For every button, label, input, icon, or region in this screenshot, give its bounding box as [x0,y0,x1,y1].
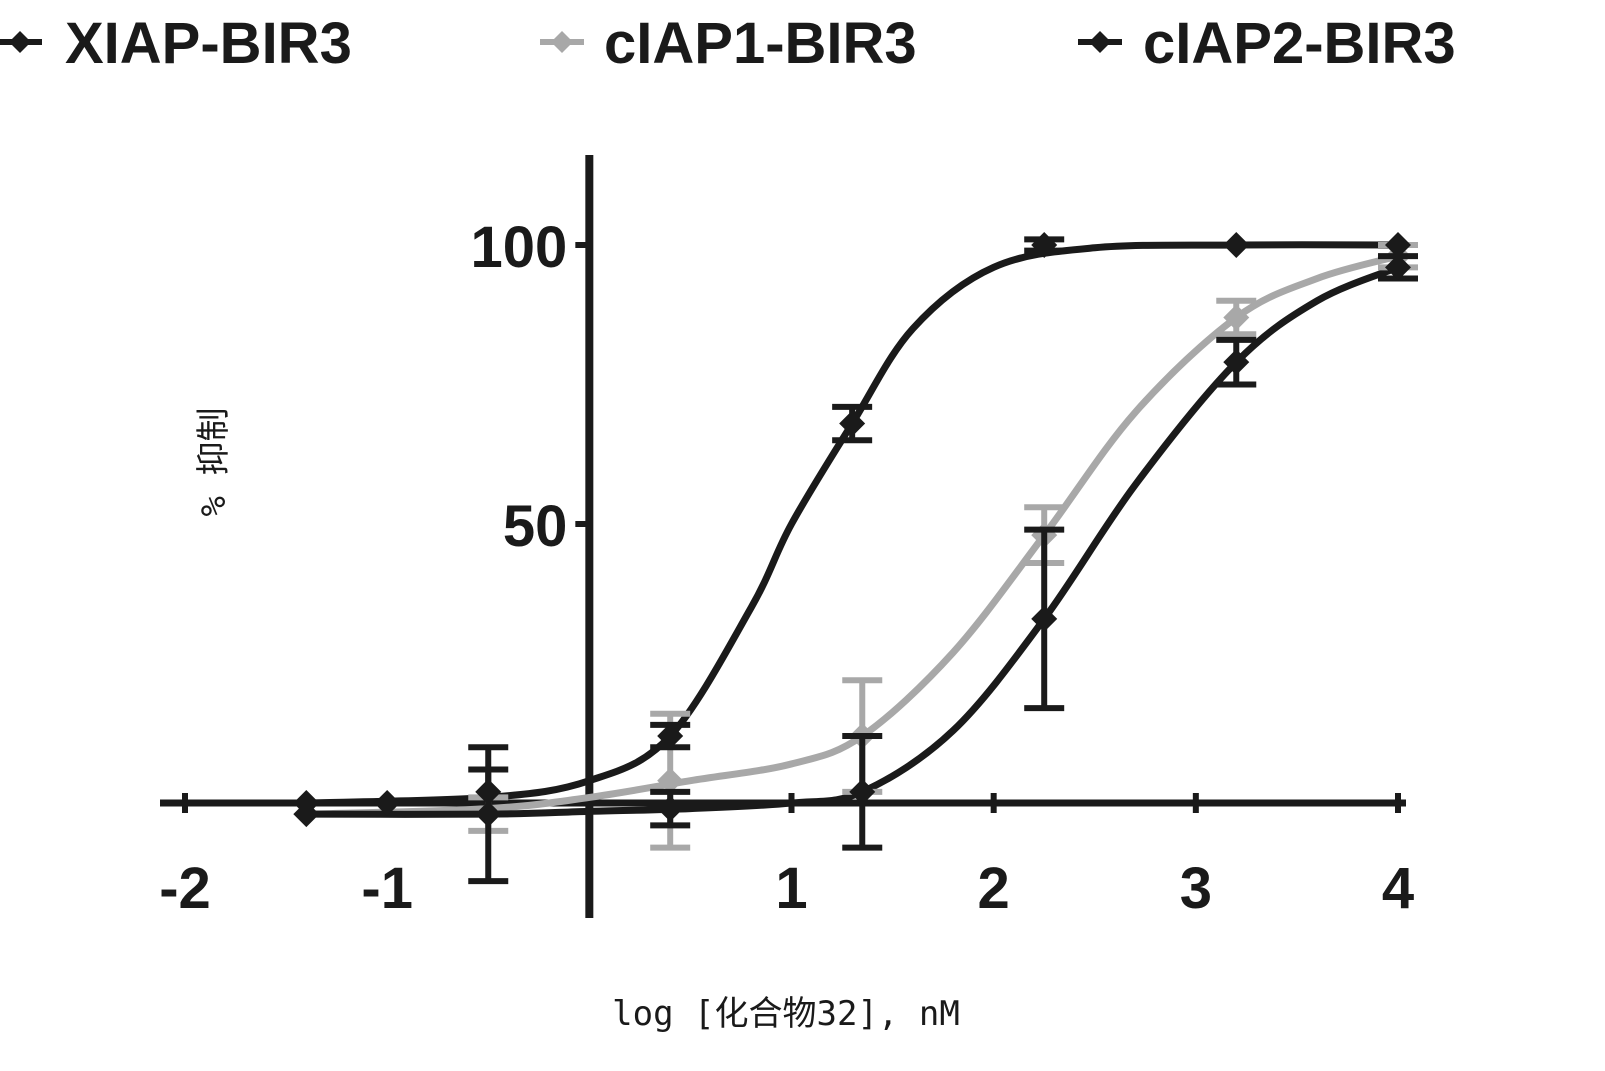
data-point-ciap2-bir3 [1223,349,1250,376]
legend: XIAP-BIR3 cIAP1-BIR3 cIAP2-BIR3 [0,11,1456,76]
data-point-ciap2-bir3 [657,795,684,822]
series-points [293,232,1418,885]
data-point-xiap-bir3 [839,410,866,437]
data-point-xiap-bir3 [657,723,684,750]
y-axis-title: % 抑制 [194,408,234,517]
x-tick-label: -2 [159,856,211,921]
y-tick-label: 100 [471,215,568,280]
data-point-xiap-bir3 [1385,232,1411,258]
x-tick-label: -1 [361,856,413,921]
x-tick-label: 4 [1382,856,1414,921]
x-tick-label: 1 [775,856,807,921]
legend-label: cIAP1-BIR3 [604,11,917,76]
data-point-xiap-bir3 [374,790,401,816]
data-point-ciap2-bir3 [1385,254,1411,281]
data-point-ciap2-bir3 [849,778,876,805]
data-point-ciap2-bir3 [1031,605,1058,632]
legend-label: XIAP-BIR3 [65,11,352,76]
series-line-xiap-bir3 [302,241,1402,807]
y-tick-label: 50 [503,494,568,559]
legend-label: cIAP2-BIR3 [1143,11,1456,76]
data-point-xiap-bir3 [1223,232,1250,258]
axis-labels: -2 -1 1 2 3 4 50 100 log [化合物32], nM % 抑制 [159,215,1414,1034]
data-point-ciap1-bir3 [657,767,684,794]
data-point-xiap-bir3 [1031,232,1058,258]
data-point-xiap-bir3 [475,778,502,805]
data-point-xiap-bir3 [293,790,320,816]
x-axis-title: log [化合物32], nM [612,994,960,1034]
data-point-ciap1-bir3 [1223,304,1250,331]
x-tick-label: 2 [978,856,1010,921]
x-tick-label: 3 [1180,856,1212,921]
